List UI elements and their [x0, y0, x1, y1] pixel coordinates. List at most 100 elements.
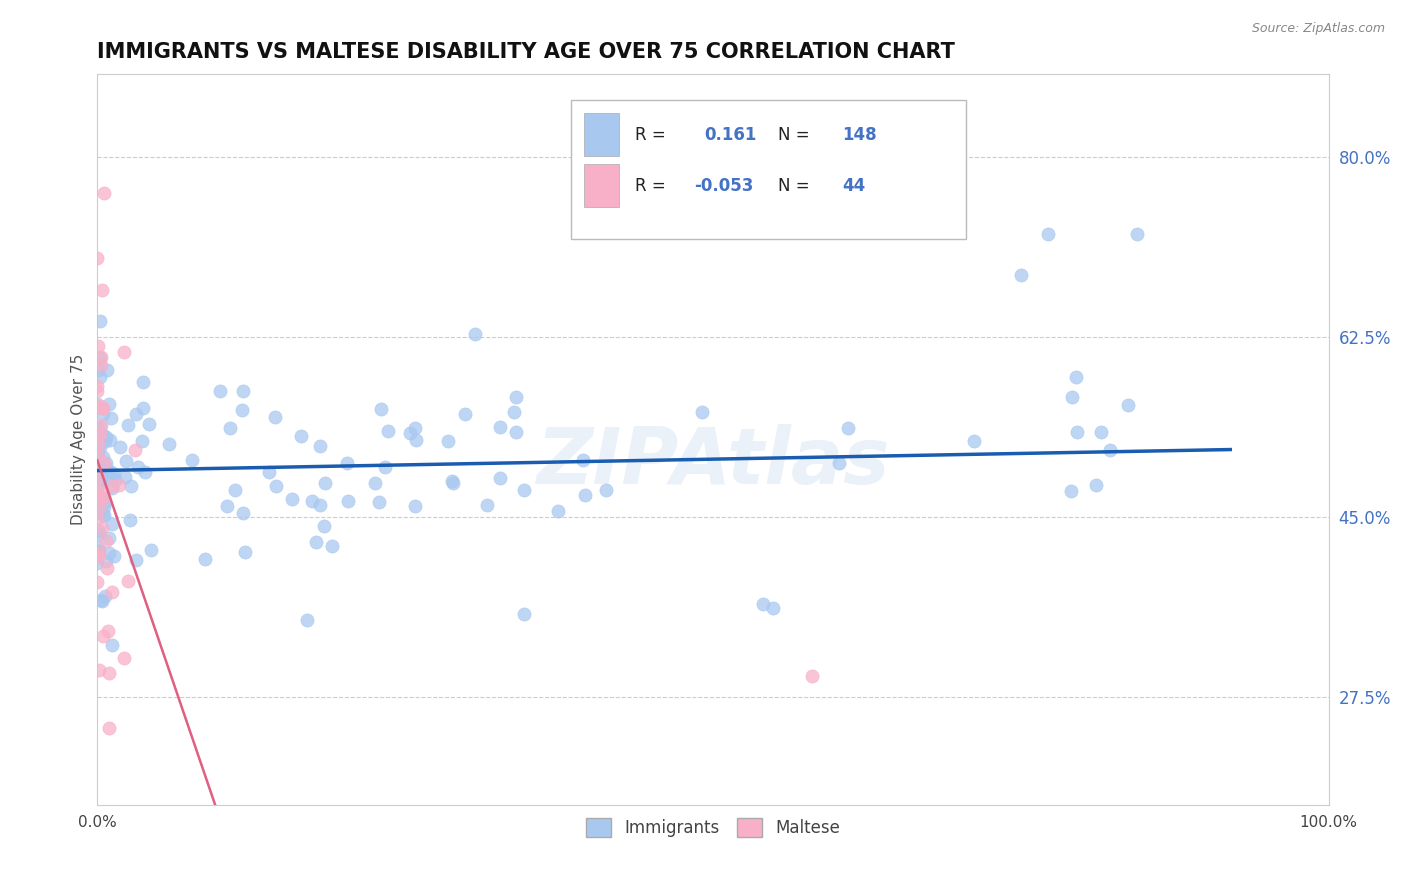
- Point: [89, 399, 111, 413]
- Point: [1038, 227, 1060, 241]
- Point: [441, 475, 464, 489]
- Point: [101, 516, 124, 531]
- Point: [233, 545, 256, 559]
- Point: [91, 428, 114, 442]
- Point: [91, 593, 114, 607]
- Text: IMMIGRANTS VS MALTESE DISABILITY AGE OVER 75 CORRELATION CHART: IMMIGRANTS VS MALTESE DISABILITY AGE OVE…: [97, 42, 955, 62]
- Point: [314, 475, 336, 490]
- Point: [132, 375, 155, 389]
- Point: [336, 456, 359, 470]
- Point: [86, 430, 108, 444]
- Point: [751, 598, 773, 612]
- Point: [217, 499, 239, 513]
- Point: [90, 350, 112, 364]
- Point: [112, 344, 135, 359]
- Point: [488, 420, 510, 434]
- Point: [101, 638, 124, 652]
- Point: [437, 434, 460, 449]
- Point: [104, 473, 127, 487]
- Text: R =: R =: [636, 178, 666, 195]
- Point: [87, 442, 110, 456]
- Point: [232, 384, 254, 399]
- Point: [125, 553, 148, 567]
- Point: [98, 665, 121, 680]
- Point: [93, 500, 115, 515]
- Point: [97, 531, 120, 545]
- Point: [94, 534, 117, 549]
- Point: [91, 630, 114, 644]
- Point: [86, 397, 108, 411]
- Point: [120, 479, 142, 493]
- Point: [114, 470, 136, 484]
- Point: [86, 483, 108, 497]
- Point: [91, 485, 114, 500]
- Point: [87, 469, 110, 483]
- Point: [89, 314, 111, 328]
- Point: [134, 466, 156, 480]
- Point: [290, 429, 312, 443]
- Point: [87, 546, 110, 560]
- Point: [86, 450, 108, 465]
- Point: [89, 351, 111, 366]
- Point: [837, 421, 859, 435]
- Point: [503, 405, 526, 419]
- Point: [572, 453, 595, 467]
- Point: [280, 491, 302, 506]
- Point: [90, 358, 112, 372]
- Point: [89, 426, 111, 441]
- Y-axis label: Disability Age Over 75: Disability Age Over 75: [72, 354, 86, 525]
- Point: [1090, 425, 1112, 439]
- Point: [101, 481, 124, 495]
- Point: [94, 495, 117, 509]
- Point: [86, 557, 108, 571]
- Point: [101, 585, 124, 599]
- Point: [87, 549, 110, 564]
- Legend: Immigrants, Maltese: Immigrants, Maltese: [579, 812, 846, 844]
- Point: [398, 425, 420, 440]
- Point: [1084, 477, 1107, 491]
- Point: [194, 551, 217, 566]
- Point: [103, 549, 125, 563]
- Point: [91, 520, 114, 534]
- Point: [93, 186, 115, 200]
- Point: [464, 327, 486, 342]
- Point: [312, 519, 335, 533]
- Point: [125, 407, 148, 421]
- Point: [100, 410, 122, 425]
- Point: [86, 471, 108, 485]
- Point: [87, 501, 110, 516]
- Point: [308, 440, 330, 454]
- Point: [1099, 443, 1122, 458]
- Point: [89, 369, 111, 384]
- Point: [86, 419, 108, 434]
- Point: [97, 464, 120, 478]
- Text: N =: N =: [779, 178, 810, 195]
- Point: [87, 449, 110, 463]
- Point: [94, 430, 117, 444]
- Point: [127, 460, 149, 475]
- Point: [1066, 425, 1088, 440]
- Point: [595, 483, 617, 497]
- Point: [103, 467, 125, 481]
- Point: [232, 506, 254, 520]
- Point: [181, 452, 204, 467]
- Text: -0.053: -0.053: [695, 178, 754, 195]
- Point: [100, 466, 122, 480]
- Point: [505, 425, 527, 439]
- Point: [87, 545, 110, 559]
- Point: [93, 508, 115, 522]
- Point: [208, 384, 231, 398]
- Point: [692, 405, 714, 419]
- Point: [405, 433, 427, 447]
- Point: [89, 500, 111, 514]
- Point: [86, 251, 108, 265]
- Point: [86, 478, 108, 492]
- Point: [295, 613, 318, 627]
- Point: [91, 407, 114, 421]
- Text: 44: 44: [842, 178, 866, 195]
- Point: [87, 445, 110, 459]
- Point: [91, 459, 114, 474]
- Point: [800, 669, 823, 683]
- Point: [124, 442, 146, 457]
- Text: N =: N =: [779, 126, 810, 145]
